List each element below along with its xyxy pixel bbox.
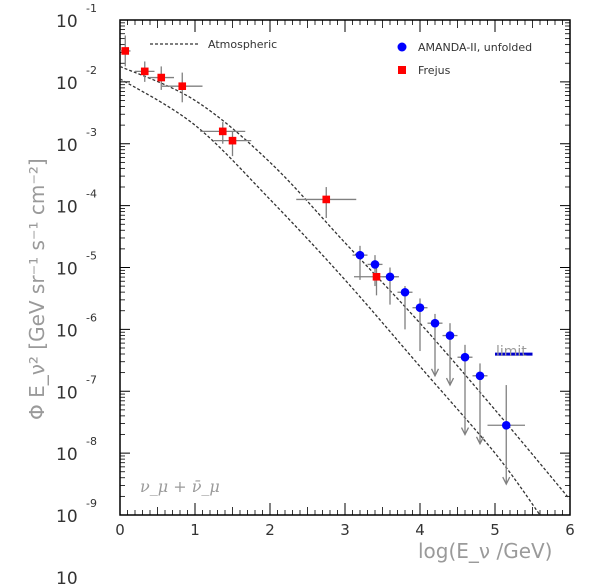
frejus-point	[141, 68, 149, 76]
frejus-point	[229, 137, 237, 145]
y-tick-label: 10	[56, 569, 78, 584]
y-tick-exponent: -8	[86, 435, 97, 448]
legend-frejus-label: Frejus	[418, 64, 451, 77]
y-tick-label: 10	[56, 12, 78, 32]
frejus-point	[322, 196, 330, 204]
atmospheric-upper-curve	[120, 66, 570, 499]
amanda-point	[386, 272, 395, 281]
frejus-point	[178, 82, 186, 90]
legend-atmospheric-label: Atmospheric	[208, 38, 277, 51]
x-tick-labels: 0 1 2 3 4 5 6	[115, 521, 575, 539]
y-tick-label: 10	[56, 383, 78, 403]
y-tick-exponent: -5	[86, 250, 97, 263]
y-axis-title: Φ E_ν² [GeV sr⁻¹ s⁻¹ cm⁻²]	[25, 158, 49, 420]
legend-amanda-swatch	[398, 43, 407, 52]
y-tick-label: 10	[56, 260, 78, 280]
frejus-point	[121, 47, 129, 55]
amanda-point	[416, 303, 425, 312]
y-tick-label: 10	[56, 321, 78, 341]
limit-label: limit	[496, 344, 527, 360]
y-tick-label: 10	[56, 136, 78, 156]
x-axis-title: log(E_ν /GeV)	[418, 539, 552, 563]
frejus-point	[157, 74, 165, 82]
y-tick-exponent: -1	[86, 2, 97, 15]
y-tick-labels: 10 -1 10 -2 10 -3 10 -4 10 -5 10 -6 10 -7 10 -8 10 -9 10	[56, 2, 97, 584]
ticks-layer	[120, 20, 570, 515]
y-tick-label: 10	[56, 507, 78, 527]
amanda-point	[401, 288, 410, 297]
x-tick-label: 4	[415, 521, 425, 539]
amanda-point	[461, 353, 470, 362]
frejus-point	[219, 128, 227, 136]
plot-frame	[120, 20, 570, 515]
y-tick-exponent: -9	[86, 497, 97, 510]
atmospheric-lower-curve	[120, 79, 540, 515]
amanda-point	[446, 331, 455, 340]
legend-amanda-label: AMANDA-II, unfolded	[418, 41, 532, 54]
y-tick-exponent: -6	[86, 311, 97, 324]
frejus-point	[373, 273, 381, 281]
amanda-point	[502, 421, 511, 430]
legend-frejus-swatch	[398, 66, 406, 74]
amanda-point	[476, 371, 485, 380]
y-tick-label: 10	[56, 445, 78, 465]
y-tick-label: 10	[56, 74, 78, 94]
y-tick-label: 10	[56, 198, 78, 218]
amanda-point	[371, 260, 380, 269]
legend: Atmospheric AMANDA-II, unfolded Frejus	[150, 38, 532, 77]
y-tick-exponent: -3	[86, 126, 97, 139]
y-tick-exponent: -2	[86, 64, 97, 77]
atmospheric-band	[120, 66, 570, 515]
x-tick-label: 6	[565, 521, 575, 539]
amanda-point	[356, 251, 365, 260]
x-tick-label: 2	[265, 521, 275, 539]
y-tick-exponent: -4	[86, 188, 97, 201]
data-points	[121, 47, 532, 429]
x-tick-label: 3	[340, 521, 350, 539]
flux-label: ν_μ + ν̄_μ	[140, 477, 220, 496]
x-tick-label: 1	[190, 521, 200, 539]
y-tick-exponent: -7	[86, 373, 97, 386]
x-tick-label: 0	[115, 521, 125, 539]
x-tick-label: 5	[490, 521, 500, 539]
amanda-point	[431, 319, 440, 328]
